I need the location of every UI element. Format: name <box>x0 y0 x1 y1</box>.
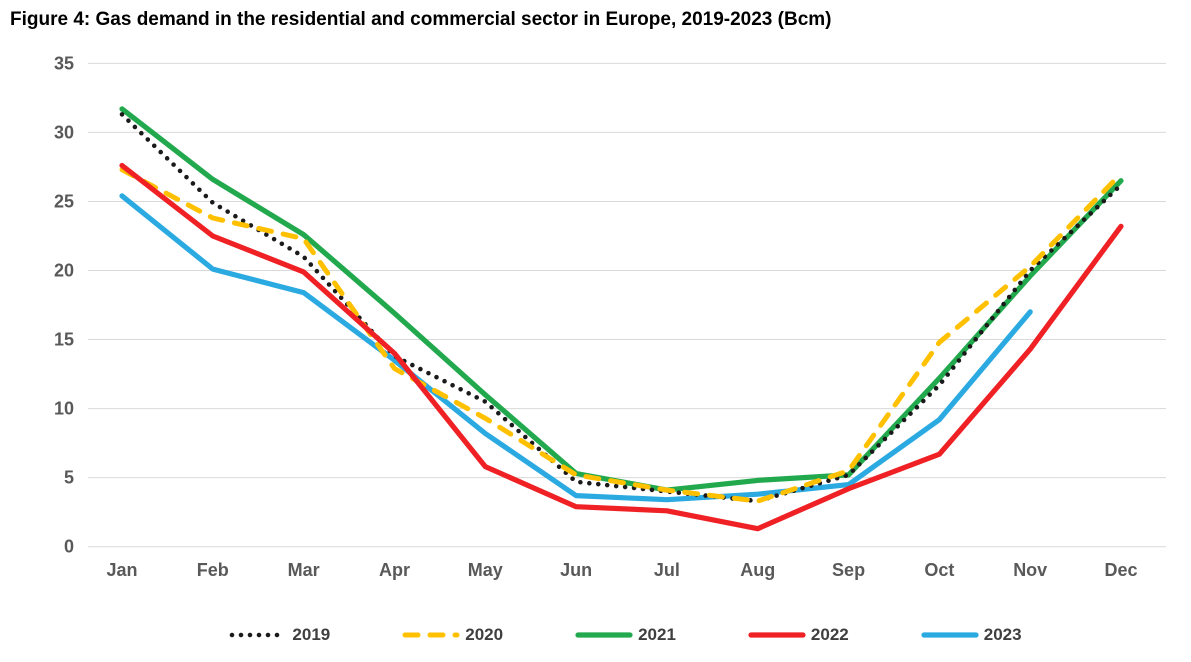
x-axis-label: May <box>468 560 503 580</box>
series-line-2022 <box>119 162 1124 532</box>
x-axis-label: Dec <box>1105 560 1138 580</box>
x-axis-label: Oct <box>924 560 954 580</box>
x-axis-label: Mar <box>288 560 320 580</box>
legend-item-2020: 2020 <box>402 625 503 645</box>
x-axis-label: Jan <box>106 560 137 580</box>
chart-title: Figure 4: Gas demand in the residential … <box>10 9 832 30</box>
y-axis-tick-label: 5 <box>64 468 74 488</box>
x-axis-label: Jun <box>560 560 592 580</box>
legend-swatch-solid-line <box>575 632 633 638</box>
y-axis-tick-label: 25 <box>54 191 74 211</box>
chart-legend: 2019 2020 2021 2022 2023 <box>30 610 1191 660</box>
y-axis-tick-label: 15 <box>54 330 74 350</box>
legend-swatch-dashed-line <box>402 632 460 638</box>
legend-swatch-dotted-line <box>230 632 287 638</box>
x-axis-label: Aug <box>740 560 775 580</box>
legend-label: 2019 <box>292 625 331 644</box>
series-line-2021 <box>119 106 1124 493</box>
legend-item-2023: 2023 <box>921 625 1022 645</box>
plot-area: 0 5 10 15 20 25 30 35 Jan Feb Mar Apr May Jun Jul Aug Se… <box>54 53 1166 580</box>
y-axis-tick-label: 35 <box>54 53 74 73</box>
legend-label: 2021 <box>638 625 676 644</box>
x-axis-label: Apr <box>379 560 410 580</box>
legend-item-2021: 2021 <box>575 625 676 645</box>
series-line-2020 <box>119 167 1124 504</box>
series-line-2019 <box>119 112 1124 504</box>
x-axis-label: Nov <box>1013 560 1047 580</box>
x-axis-label: Feb <box>197 560 229 580</box>
legend-label: 2023 <box>983 625 1022 644</box>
legend-label: 2020 <box>465 625 504 644</box>
legend-label: 2022 <box>810 625 849 644</box>
y-axis-tick-label: 0 <box>64 537 74 557</box>
y-axis-tick-label: 30 <box>54 122 74 142</box>
legend-swatch-solid-line <box>748 632 806 638</box>
y-axis-tick-label: 20 <box>54 261 74 281</box>
x-axis-label: Jul <box>654 560 680 580</box>
legend-swatch-solid-line <box>921 632 979 638</box>
y-axis-tick-label: 10 <box>54 399 74 419</box>
series-line-2023 <box>119 193 1033 503</box>
legend-item-2019: 2019 <box>229 625 330 645</box>
x-axis-label: Sep <box>832 560 865 580</box>
legend-item-2022: 2022 <box>748 625 849 645</box>
